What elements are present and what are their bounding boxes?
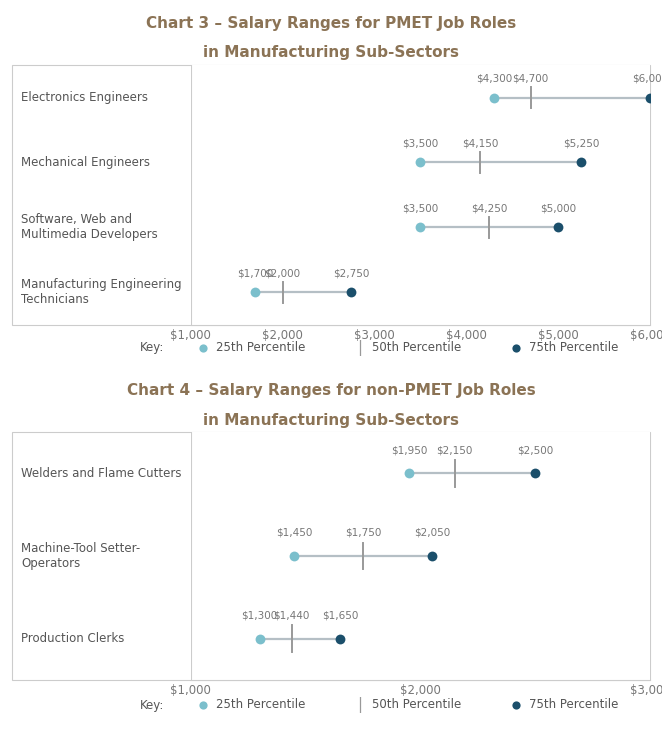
Point bbox=[198, 699, 209, 711]
Point bbox=[489, 92, 499, 104]
Text: 75th Percentile: 75th Percentile bbox=[529, 698, 618, 712]
Text: Key:: Key: bbox=[140, 341, 164, 354]
Text: Manufacturing Engineering
Technicians: Manufacturing Engineering Technicians bbox=[21, 278, 181, 306]
Text: Chart 3 – Salary Ranges for PMET Job Roles: Chart 3 – Salary Ranges for PMET Job Rol… bbox=[146, 15, 516, 31]
Text: $1,750: $1,750 bbox=[345, 528, 381, 538]
Text: Machine-Tool Setter-
Operators: Machine-Tool Setter- Operators bbox=[21, 542, 140, 570]
Point bbox=[346, 286, 357, 298]
Text: |: | bbox=[357, 340, 362, 356]
Text: Electronics Engineers: Electronics Engineers bbox=[21, 91, 148, 104]
Text: $6,000: $6,000 bbox=[632, 73, 662, 83]
Text: $2,750: $2,750 bbox=[333, 268, 369, 278]
Point bbox=[510, 342, 521, 354]
Text: $2,150: $2,150 bbox=[436, 445, 473, 455]
Text: $5,250: $5,250 bbox=[563, 139, 599, 148]
Text: $1,650: $1,650 bbox=[322, 610, 358, 620]
Point bbox=[250, 286, 260, 298]
Text: Welders and Flame Cutters: Welders and Flame Cutters bbox=[21, 467, 181, 480]
Text: $5,000: $5,000 bbox=[540, 203, 576, 213]
Point bbox=[510, 699, 521, 711]
Point bbox=[415, 222, 426, 233]
Point bbox=[576, 157, 587, 168]
Text: $1,700: $1,700 bbox=[237, 268, 273, 278]
Point bbox=[415, 157, 426, 168]
Point bbox=[553, 222, 563, 233]
Text: $2,500: $2,500 bbox=[517, 445, 553, 455]
Text: in Manufacturing Sub-Sectors: in Manufacturing Sub-Sectors bbox=[203, 44, 459, 60]
Point bbox=[404, 467, 414, 479]
Text: $2,050: $2,050 bbox=[414, 528, 450, 538]
Text: $4,150: $4,150 bbox=[462, 139, 498, 148]
Point bbox=[530, 467, 540, 479]
Point bbox=[254, 633, 265, 644]
Point bbox=[426, 550, 437, 562]
Text: 50th Percentile: 50th Percentile bbox=[373, 341, 461, 354]
Text: $1,450: $1,450 bbox=[276, 528, 312, 538]
Text: $1,950: $1,950 bbox=[391, 445, 427, 455]
Text: Key:: Key: bbox=[140, 698, 164, 712]
Text: Production Clerks: Production Clerks bbox=[21, 632, 124, 645]
Text: Chart 4 – Salary Ranges for non-PMET Job Roles: Chart 4 – Salary Ranges for non-PMET Job… bbox=[126, 383, 536, 398]
Text: 75th Percentile: 75th Percentile bbox=[529, 341, 618, 354]
Point bbox=[289, 550, 299, 562]
Text: $1,440: $1,440 bbox=[273, 610, 310, 620]
Text: Mechanical Engineers: Mechanical Engineers bbox=[21, 156, 150, 169]
Text: $3,500: $3,500 bbox=[402, 203, 438, 213]
Point bbox=[334, 633, 345, 644]
Text: Software, Web and
Multimedia Developers: Software, Web and Multimedia Developers bbox=[21, 214, 158, 241]
Text: $4,300: $4,300 bbox=[476, 73, 512, 83]
Text: $4,250: $4,250 bbox=[471, 203, 507, 213]
Text: $1,300: $1,300 bbox=[242, 610, 277, 620]
Text: $4,700: $4,700 bbox=[512, 73, 549, 83]
Text: $2,000: $2,000 bbox=[264, 268, 301, 278]
Text: |: | bbox=[357, 697, 362, 713]
Text: 25th Percentile: 25th Percentile bbox=[216, 698, 306, 712]
Point bbox=[645, 92, 655, 104]
Text: 50th Percentile: 50th Percentile bbox=[373, 698, 461, 712]
Text: $3,500: $3,500 bbox=[402, 139, 438, 148]
Text: 25th Percentile: 25th Percentile bbox=[216, 341, 306, 354]
Point bbox=[198, 342, 209, 354]
Text: in Manufacturing Sub-Sectors: in Manufacturing Sub-Sectors bbox=[203, 413, 459, 428]
